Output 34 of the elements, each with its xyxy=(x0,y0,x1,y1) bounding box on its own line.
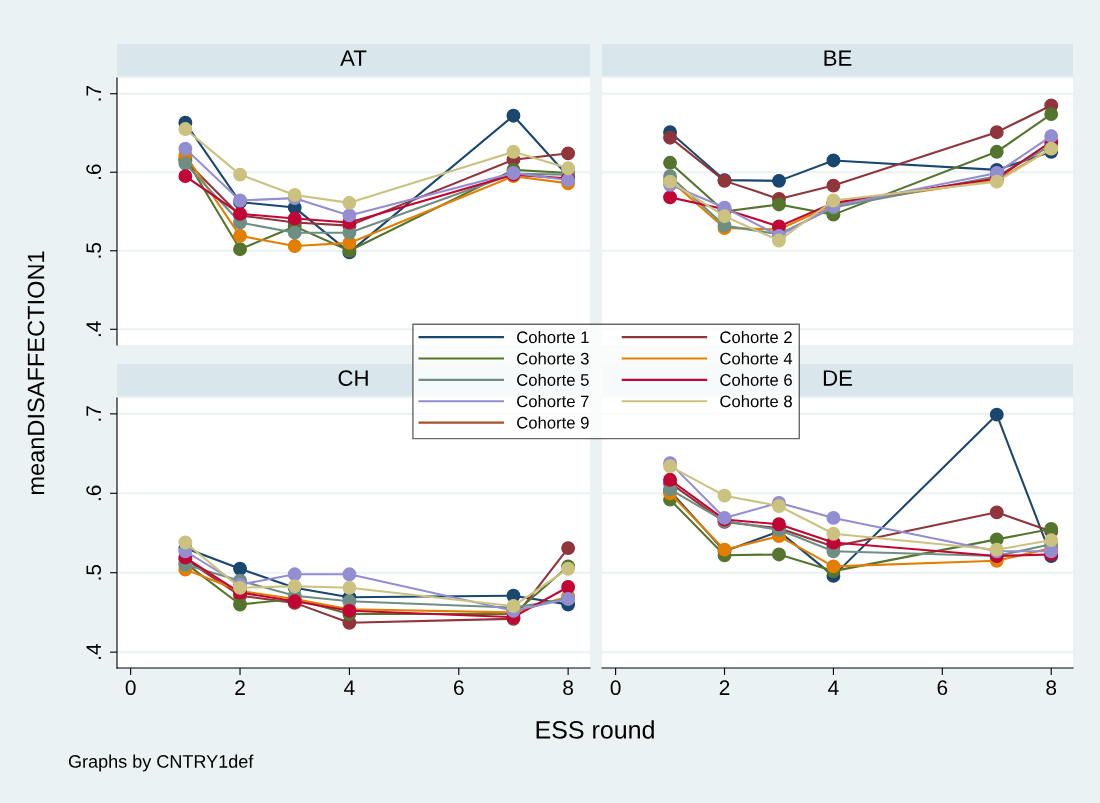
x-axis-title: ESS round xyxy=(536,720,654,739)
legend-label: Cohorte 2 xyxy=(720,330,792,344)
x-tick-label: 4 xyxy=(828,680,839,695)
text: Graphs by CNTRY1def xyxy=(68,754,254,772)
x-tick-label: 0 xyxy=(125,680,136,696)
legend-label: Cohorte 8 xyxy=(720,395,792,408)
legend-label: Cohorte 4 xyxy=(720,352,793,365)
y-tick-label: .7 xyxy=(86,86,101,101)
y-tick-label: .5 xyxy=(86,564,102,580)
chart-title: CH xyxy=(338,370,368,386)
y-tick-label: .6 xyxy=(86,164,102,180)
x-tick-label: 0 xyxy=(610,680,621,696)
y-tick-label: .4 xyxy=(86,644,101,659)
y-tick-label: .7 xyxy=(86,406,101,421)
legend-label: Cohorte 1 xyxy=(517,330,589,344)
chart-title: AT xyxy=(340,50,367,66)
legend-label: Cohorte 6 xyxy=(720,373,792,386)
legend-label: Cohorte 3 xyxy=(517,352,589,365)
legend-label: Cohorte 9 xyxy=(517,416,589,429)
y-tick-label: .6 xyxy=(86,485,102,501)
x-tick-label: 6 xyxy=(454,680,464,696)
x-tick-label: 8 xyxy=(563,680,574,696)
y-tick-label: .4 xyxy=(86,321,101,337)
x-tick-label: 4 xyxy=(344,680,355,695)
chart-title: DE xyxy=(823,370,852,386)
y-tick-label: .5 xyxy=(86,242,102,258)
y-axis-title: meanDISAFFECTION1 xyxy=(27,251,45,495)
chart-title: BE xyxy=(824,50,852,66)
x-tick-label: 6 xyxy=(937,680,948,696)
legend-label: Cohorte 7 xyxy=(517,395,589,408)
x-tick-label: 2 xyxy=(719,680,730,695)
x-tick-label: 8 xyxy=(1046,680,1057,696)
x-tick-label: 2 xyxy=(235,680,245,695)
legend-label: Cohorte 5 xyxy=(517,373,589,386)
